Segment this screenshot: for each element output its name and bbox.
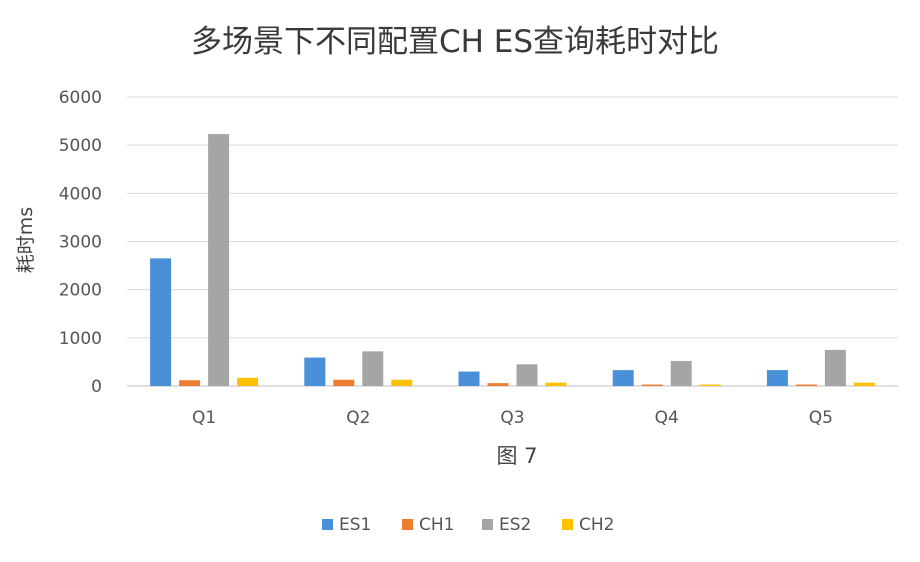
bar-es1-q5: [766, 370, 788, 386]
legend-label-es2: ES2: [499, 515, 531, 535]
bar-ch2-q1: [237, 377, 259, 386]
bar-es1-q2: [304, 357, 326, 386]
gridlines: [127, 96, 898, 387]
y-tick-label: 2000: [59, 281, 102, 301]
legend-label-es1: ES1: [339, 515, 371, 535]
bar-ch1-q4: [641, 384, 663, 386]
bar-ch2-q2: [391, 379, 413, 386]
y-tick-label: 1000: [59, 329, 102, 349]
bar-ch1-q5: [795, 384, 817, 386]
y-tick-label: 4000: [59, 184, 102, 204]
y-axis-ticks: 0 1000 2000 3000 4000 5000 6000: [59, 88, 102, 397]
bars: [150, 134, 875, 386]
legend-swatch-ch1: [402, 519, 413, 530]
y-tick-label: 0: [91, 377, 102, 397]
bar-es2-q3: [516, 364, 538, 386]
bar-ch2-q3: [545, 382, 567, 386]
legend: ES1 CH1 ES2 CH2: [322, 515, 614, 535]
bar-es2-q1: [208, 134, 230, 386]
bar-es2-q5: [824, 349, 846, 386]
x-tick-label: Q4: [655, 408, 679, 428]
bar-ch2-q4: [699, 384, 721, 386]
bar-es1-q3: [458, 371, 480, 386]
y-tick-label: 3000: [59, 233, 102, 253]
x-tick-label: Q3: [500, 408, 524, 428]
bar-es1-q4: [612, 370, 634, 386]
bar-ch1-q3: [487, 383, 509, 386]
legend-swatch-es2: [482, 519, 493, 530]
y-tick-label: 5000: [59, 136, 102, 156]
y-tick-label: 6000: [59, 88, 102, 108]
bar-ch1-q2: [333, 379, 355, 386]
legend-swatch-es1: [322, 519, 333, 530]
legend-label-ch1: CH1: [419, 515, 454, 535]
x-tick-label: Q1: [192, 408, 216, 428]
x-tick-label: Q5: [809, 408, 833, 428]
x-axis-ticks: Q1 Q2 Q3 Q4 Q5: [192, 408, 833, 428]
bar-es2-q4: [670, 360, 692, 386]
bar-ch2-q5: [853, 382, 875, 386]
legend-label-ch2: CH2: [579, 515, 614, 535]
bar-es2-q2: [362, 351, 384, 386]
chart-title: 多场景下不同配置CH ES查询耗时对比: [191, 24, 719, 60]
x-axis-label: 图 7: [496, 444, 537, 468]
legend-swatch-ch2: [562, 519, 573, 530]
bar-ch1-q1: [179, 380, 201, 386]
bar-es1-q1: [150, 258, 172, 386]
x-tick-label: Q2: [346, 408, 370, 428]
y-axis-label: 耗时ms: [15, 207, 37, 273]
